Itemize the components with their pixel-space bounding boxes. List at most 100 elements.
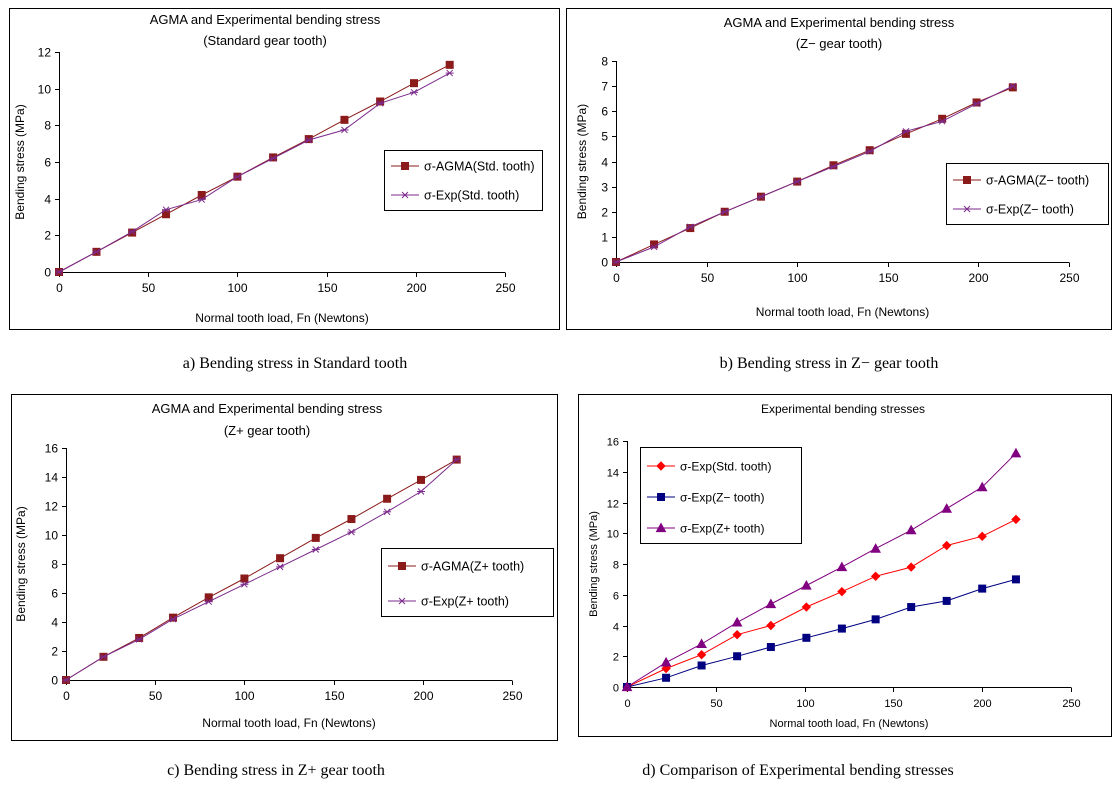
data-point-d2 bbox=[269, 154, 277, 162]
y-tick-label: 10 bbox=[38, 83, 52, 97]
data-point-d2 bbox=[376, 99, 384, 107]
chart-subtitle: (Standard gear tooth) bbox=[203, 33, 327, 48]
data-point bbox=[1010, 447, 1022, 458]
data-point bbox=[696, 638, 707, 649]
y-axis-label: Bending stress (MPa) bbox=[13, 104, 27, 219]
series-line bbox=[626, 578, 1017, 688]
y-tick-label: 12 bbox=[607, 499, 619, 511]
data-point bbox=[311, 546, 320, 553]
legend: σ-Exp(Std. tooth) σ-Exp(Z− tooth) σ-Exp(Z+… bbox=[640, 447, 802, 544]
data-point bbox=[941, 540, 952, 551]
data-point bbox=[410, 88, 419, 96]
legend: σ-AGMA(Std. tooth) σ-Exp(Std. tooth) bbox=[384, 150, 543, 211]
y-tick-label: 6 bbox=[613, 591, 619, 603]
y-tick-label: 6 bbox=[44, 156, 51, 170]
y-tick-label: 8 bbox=[44, 119, 51, 133]
legend-box bbox=[946, 163, 1109, 225]
data-point bbox=[977, 531, 987, 542]
chart-title: AGMA and Experimental bending stress bbox=[150, 12, 381, 27]
data-point bbox=[836, 561, 848, 572]
legend-label: σ-Exp(Std. tooth) bbox=[424, 189, 519, 203]
x-tick-label: 50 bbox=[149, 689, 163, 703]
series-line bbox=[58, 72, 450, 273]
legend-label: σ-AGMA(Z− tooth) bbox=[986, 174, 1089, 188]
legend-box bbox=[384, 150, 543, 211]
chart-panel-3: AGMA and Experimental bending stress (Z+ … bbox=[11, 394, 558, 741]
data-point bbox=[906, 562, 916, 572]
y-tick-label: 2 bbox=[613, 652, 619, 664]
legend-box bbox=[381, 548, 554, 617]
data-point-d2 bbox=[276, 563, 284, 571]
y-tick-label: 16 bbox=[45, 442, 59, 456]
y-tick-label: 2 bbox=[601, 206, 608, 220]
data-point bbox=[240, 574, 249, 583]
legend-label: σ-Exp(Z− tooth) bbox=[986, 203, 1074, 217]
data-point bbox=[410, 79, 419, 88]
data-point bbox=[269, 153, 278, 162]
y-tick-label: 6 bbox=[601, 105, 608, 119]
y-tick-label: 0 bbox=[601, 256, 608, 270]
data-point bbox=[621, 681, 633, 692]
data-point-d2 bbox=[757, 193, 765, 201]
data-point bbox=[801, 579, 812, 590]
data-point-d2 bbox=[341, 126, 348, 134]
legend-label: σ-Exp(Z− tooth) bbox=[680, 491, 764, 505]
x-tick-label: 200 bbox=[413, 689, 433, 703]
legend-label: σ-Exp(Z+ tooth) bbox=[680, 522, 764, 536]
figure-caption: b) Bending stress in Z− gear tooth bbox=[720, 355, 939, 372]
y-tick-label: 4 bbox=[51, 616, 58, 630]
data-point-d2 bbox=[453, 456, 461, 463]
chart-title: Experimental bending stresses bbox=[761, 402, 925, 416]
data-point bbox=[347, 515, 356, 524]
data-point bbox=[162, 206, 171, 214]
data-point-d2 bbox=[55, 268, 63, 276]
series-2 bbox=[55, 69, 454, 276]
data-point bbox=[765, 598, 777, 609]
data-point-d2 bbox=[169, 615, 177, 623]
data-point-d2 bbox=[312, 546, 320, 553]
data-point bbox=[128, 228, 137, 236]
x-tick-label: 250 bbox=[495, 281, 515, 295]
data-point-d2 bbox=[128, 228, 136, 236]
legend-marker-d2 bbox=[401, 191, 409, 199]
data-point bbox=[660, 656, 672, 667]
data-point-d2 bbox=[902, 127, 910, 135]
data-point-d2 bbox=[721, 208, 729, 216]
data-point-d2 bbox=[938, 117, 946, 125]
x-tick-label: 150 bbox=[884, 698, 902, 710]
legend-marker bbox=[963, 176, 971, 184]
data-point bbox=[269, 154, 278, 162]
data-point bbox=[938, 114, 947, 123]
x-tick-label: 250 bbox=[1059, 271, 1079, 285]
data-point bbox=[686, 224, 695, 233]
data-point-d2 bbox=[241, 580, 248, 588]
legend-label: σ-AGMA(Std. tooth) bbox=[424, 160, 535, 174]
data-point bbox=[347, 528, 356, 536]
data-point-d2 bbox=[650, 243, 658, 251]
y-axis-label: Bending stress (MPa) bbox=[588, 511, 600, 617]
x-tick-label: 200 bbox=[968, 271, 988, 285]
data-point bbox=[650, 243, 659, 251]
x-axis-label: Normal tooth load, Fn (Newtons) bbox=[770, 718, 929, 730]
data-point bbox=[731, 616, 743, 627]
data-point-d2 bbox=[348, 528, 355, 536]
data-point bbox=[204, 598, 213, 606]
legend-marker bbox=[655, 522, 667, 533]
data-point bbox=[732, 630, 742, 640]
x-tick-label: 0 bbox=[624, 698, 630, 710]
chart-panel-1: AGMA and Experimental bending stress (Sta… bbox=[9, 8, 560, 330]
data-point bbox=[99, 653, 108, 661]
data-point-d2 bbox=[973, 100, 980, 108]
data-point-d2 bbox=[205, 598, 213, 606]
data-point-d2 bbox=[793, 178, 801, 185]
data-point bbox=[696, 650, 707, 660]
data-point-d2 bbox=[62, 676, 70, 684]
x-tick-label: 100 bbox=[796, 698, 814, 710]
data-point-d2 bbox=[198, 196, 206, 203]
data-point bbox=[829, 163, 838, 170]
data-point bbox=[942, 596, 951, 605]
series-line bbox=[65, 459, 457, 681]
chart-subtitle: (Z+ gear tooth) bbox=[224, 423, 310, 438]
legend: σ-AGMA(Z− tooth) σ-Exp(Z− tooth) bbox=[946, 163, 1109, 225]
y-tick-label: 14 bbox=[45, 471, 59, 485]
